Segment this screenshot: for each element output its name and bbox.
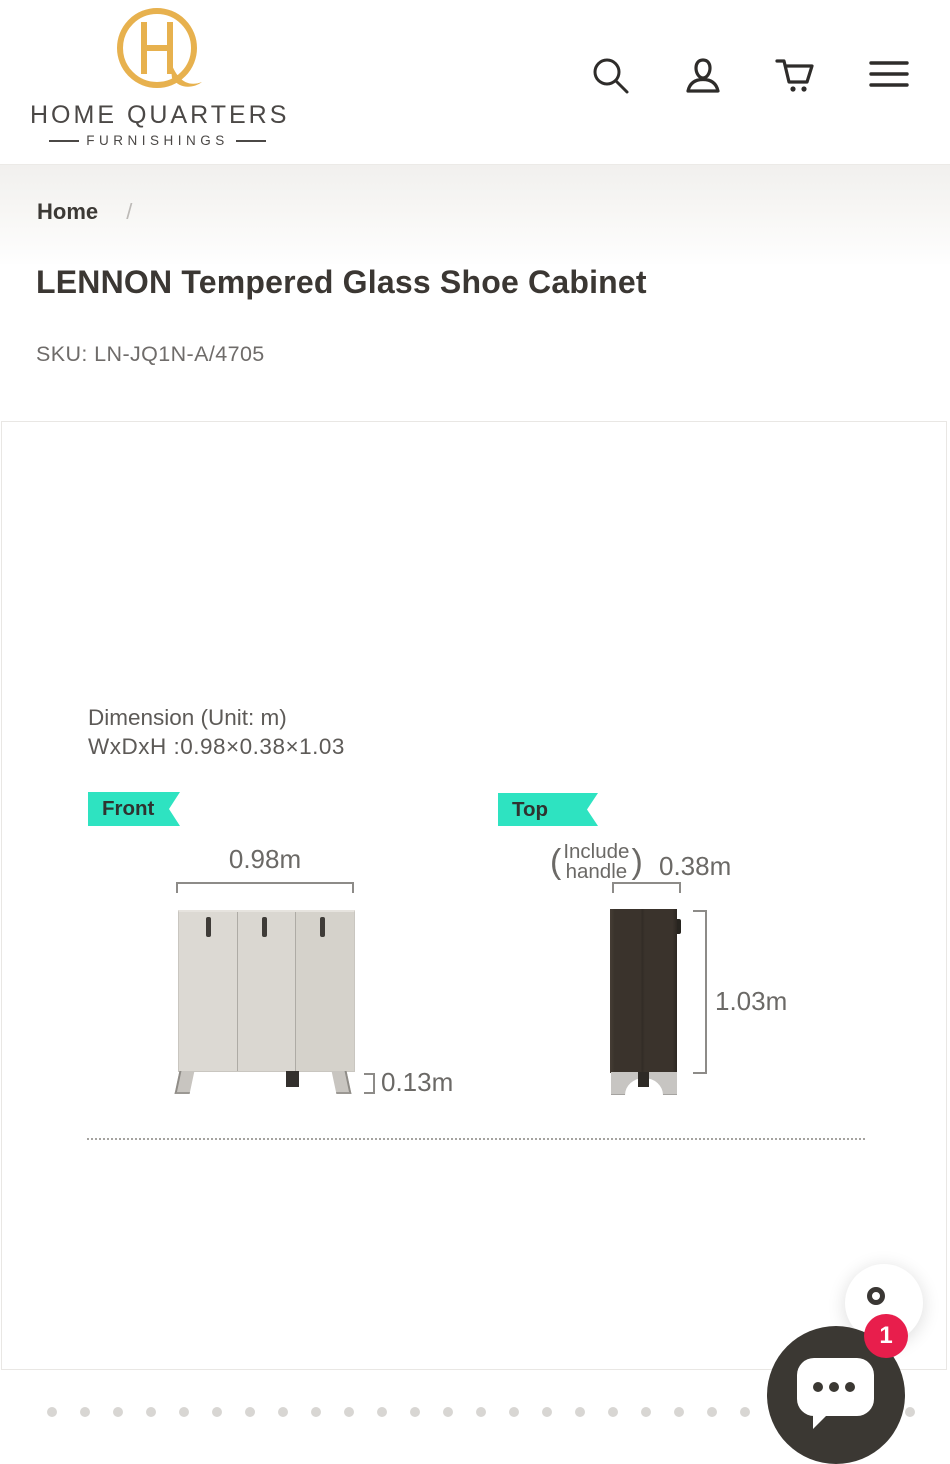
product-sku: SKU: LN-JQ1N-A/4705: [36, 342, 265, 366]
cart-button[interactable]: [773, 52, 819, 98]
depth-label: 0.38m: [659, 851, 732, 881]
dot: [146, 1407, 156, 1417]
cabinet-leg: [174, 1071, 195, 1094]
logo-dash-right: [235, 139, 266, 142]
site-header: HOME QUARTERS FURNISHINGS: [0, 0, 950, 164]
dot: [377, 1407, 387, 1417]
ring-icon: [867, 1287, 885, 1305]
cabinet-front-view: [178, 910, 355, 1072]
dot: [245, 1407, 255, 1417]
dot: [113, 1407, 123, 1417]
cabinet-door: [295, 912, 355, 1071]
dot: [608, 1407, 618, 1417]
cabinet-leg: [331, 1071, 352, 1094]
top-view-tag: Top: [498, 793, 598, 826]
dot: [575, 1407, 585, 1417]
logo-title: HOME QUARTERS: [30, 101, 290, 129]
account-icon: [686, 58, 720, 93]
breadcrumb-home-link[interactable]: Home: [37, 199, 99, 224]
dot: [47, 1407, 57, 1417]
dot: [179, 1407, 189, 1417]
page-title: LENNON Tempered Glass Shoe Cabinet: [36, 264, 647, 300]
cabinet-center-foot: [286, 1071, 299, 1087]
side-center-foot: [638, 1072, 649, 1087]
search-icon: [593, 58, 629, 94]
dot: [740, 1407, 750, 1417]
cabinet-side-view: [610, 909, 677, 1073]
front-width-bracket: [176, 882, 354, 893]
product-image-card: Dimension (Unit: m) WxDxH :0.98×0.38×1.0…: [1, 421, 947, 1370]
logo-dash-left: [49, 139, 80, 142]
dot: [212, 1407, 222, 1417]
logo[interactable]: HOME QUARTERS FURNISHINGS: [30, 4, 290, 148]
account-button[interactable]: [680, 52, 726, 98]
dot: [410, 1407, 420, 1417]
cabinet-door: [179, 912, 237, 1071]
logo-subtitle-text: FURNISHINGS: [86, 133, 229, 148]
side-handle: [677, 919, 681, 934]
breadcrumb-separator: /: [126, 199, 133, 224]
door-handle: [206, 917, 211, 937]
breadcrumb: Home /: [37, 199, 132, 225]
chat-bubble-icon: [797, 1358, 874, 1429]
include-handle-text: Include handle: [563, 840, 630, 883]
front-view-tag: Front: [88, 792, 180, 826]
dot: [311, 1407, 321, 1417]
chat-unread-badge: 1: [864, 1314, 908, 1358]
dot: [443, 1407, 453, 1417]
header-shadow-band: [0, 164, 950, 264]
depth-bracket: [612, 882, 681, 893]
dot: [641, 1407, 651, 1417]
cart-icon: [775, 59, 814, 92]
logo-subtitle: FURNISHINGS: [30, 133, 285, 148]
hamburger-menu-icon: [869, 61, 909, 87]
dot: [344, 1407, 354, 1417]
height-label: 1.03m: [715, 986, 788, 1016]
dot: [509, 1407, 519, 1417]
leg-height-label: 0.13m: [381, 1067, 454, 1097]
dot: [80, 1407, 90, 1417]
front-width-label: 0.98m: [228, 844, 302, 874]
dimension-value: WxDxH :0.98×0.38×1.03: [88, 734, 345, 759]
header-actions: [587, 52, 912, 98]
paren-close: ): [631, 843, 643, 881]
search-button[interactable]: [587, 52, 633, 98]
paren-open: (: [550, 843, 562, 881]
dot: [476, 1407, 486, 1417]
door-handle: [262, 917, 267, 937]
image-dots: [47, 1407, 915, 1417]
dotted-divider: [87, 1138, 865, 1140]
hamburger-menu-button[interactable]: [866, 52, 912, 98]
leg-height-bracket: [364, 1073, 375, 1094]
include-handle-note: ( Include handle ): [550, 840, 643, 883]
door-handle: [320, 917, 325, 937]
dot: [707, 1407, 717, 1417]
dimension-title: Dimension (Unit: m): [88, 705, 287, 730]
height-bracket: [693, 910, 707, 1074]
logo-monogram-icon: [116, 8, 202, 88]
dot: [905, 1407, 915, 1417]
dot: [542, 1407, 552, 1417]
cabinet-door: [236, 912, 296, 1071]
dot: [278, 1407, 288, 1417]
dot: [674, 1407, 684, 1417]
